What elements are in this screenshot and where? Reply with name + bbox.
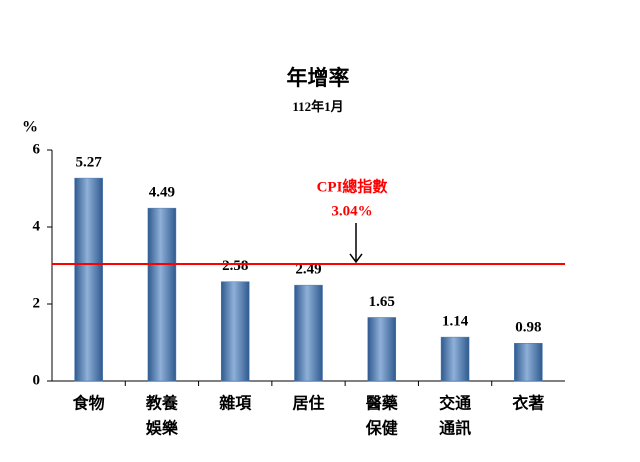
value-label: 5.27 <box>76 155 103 171</box>
value-label: 2.58 <box>222 258 248 274</box>
reference-arrowhead <box>349 253 363 264</box>
y-tick-label: 0 <box>33 372 41 388</box>
x-tick-label: 雜項 <box>219 394 252 413</box>
x-tick-label: 娛樂 <box>145 419 179 438</box>
bar <box>514 343 543 382</box>
x-tick-label: 食物 <box>72 394 105 413</box>
bar <box>220 281 250 382</box>
value-label: 2.49 <box>295 262 321 278</box>
x-tick-label: 居住 <box>292 394 324 413</box>
chart-subtitle: 112年1月 <box>292 99 343 114</box>
x-tick-label: 交通 <box>439 394 471 413</box>
value-label: 0.98 <box>515 320 541 336</box>
bar <box>294 284 323 382</box>
bar <box>367 317 397 382</box>
reference-name: CPI總指數 <box>317 177 388 195</box>
value-label: 1.14 <box>442 314 469 330</box>
x-tick-label: 保健 <box>365 419 398 438</box>
bar <box>147 207 177 382</box>
x-tick-label: 通訊 <box>439 419 471 438</box>
reference-label: 3.04% <box>331 203 372 219</box>
y-tick-label: 2 <box>33 295 41 311</box>
chart-title: 年增率 <box>287 66 350 90</box>
bar <box>74 177 103 382</box>
value-label: 4.49 <box>149 185 175 201</box>
x-tick-label: 衣著 <box>512 394 544 413</box>
value-label: 1.65 <box>369 294 395 310</box>
x-tick-label: 教養 <box>146 394 178 413</box>
y-tick-label: 4 <box>33 218 41 234</box>
y-tick-label: 6 <box>33 141 41 157</box>
x-tick-label: 醫藥 <box>366 394 399 413</box>
y-axis-label: % <box>22 119 38 136</box>
bar <box>440 336 470 382</box>
